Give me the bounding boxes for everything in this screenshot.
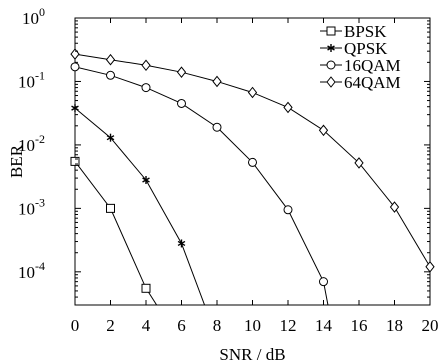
data-point-16QAM [212,122,222,132]
data-point-16QAM [106,70,115,80]
y-tick-label: 100 [22,5,45,28]
data-point-16QAM [319,277,328,287]
data-point-64QAM [141,59,151,72]
data-point-16QAM [141,83,151,93]
x-tick-label: 20 [422,316,439,335]
data-point-64QAM [105,53,116,66]
data-point-64QAM [425,260,435,273]
data-point-16QAM [248,157,257,167]
x-tick-label: 8 [213,316,222,335]
legend-label: 16QAM [344,56,401,75]
data-point-BPSK [141,283,151,293]
data-point-BPSK [70,156,80,166]
legend-marker [326,26,336,36]
data-point-QPSK [177,239,186,248]
y-tick-label: 10-4 [18,259,45,282]
data-point-QPSK [142,175,150,184]
data-point-64QAM [176,66,187,78]
data-point-64QAM [70,48,80,60]
data-point-64QAM [389,201,400,213]
legend-label: BPSK [344,22,387,41]
x-tick-label: 2 [106,316,115,335]
x-tick-label: 18 [386,316,403,335]
data-point-64QAM [283,101,293,114]
series-line-16QAM [75,66,329,305]
data-point-64QAM [212,75,222,88]
legend-label: 64QAM [344,73,401,92]
y-axis-title: BER [7,144,26,178]
legend-marker [327,44,335,52]
legend-label: QPSK [344,39,388,58]
data-point-QPSK [71,104,79,113]
x-tick-label: 16 [351,316,368,335]
data-point-64QAM [247,86,258,99]
data-point-16QAM [70,62,80,72]
data-point-QPSK [106,133,115,142]
x-tick-label: 12 [280,316,297,335]
series-line-BPSK [75,161,158,305]
data-point-64QAM [318,124,329,137]
x-tick-label: 0 [71,316,80,335]
x-tick-label: 4 [142,316,151,335]
data-point-64QAM [354,157,364,169]
data-point-BPSK [106,203,115,213]
x-tick-label: 6 [177,316,186,335]
x-tick-label: 10 [244,316,261,335]
y-tick-label: 10-1 [18,68,45,91]
y-tick-label: 10-3 [18,195,45,218]
legend-marker [326,60,336,70]
x-axis-title: SNR / dB [219,345,285,364]
data-point-16QAM [283,205,293,215]
x-tick-label: 14 [315,316,333,335]
legend-marker [326,76,336,88]
y-tick-label: 10-2 [18,132,45,155]
data-point-16QAM [177,98,186,108]
